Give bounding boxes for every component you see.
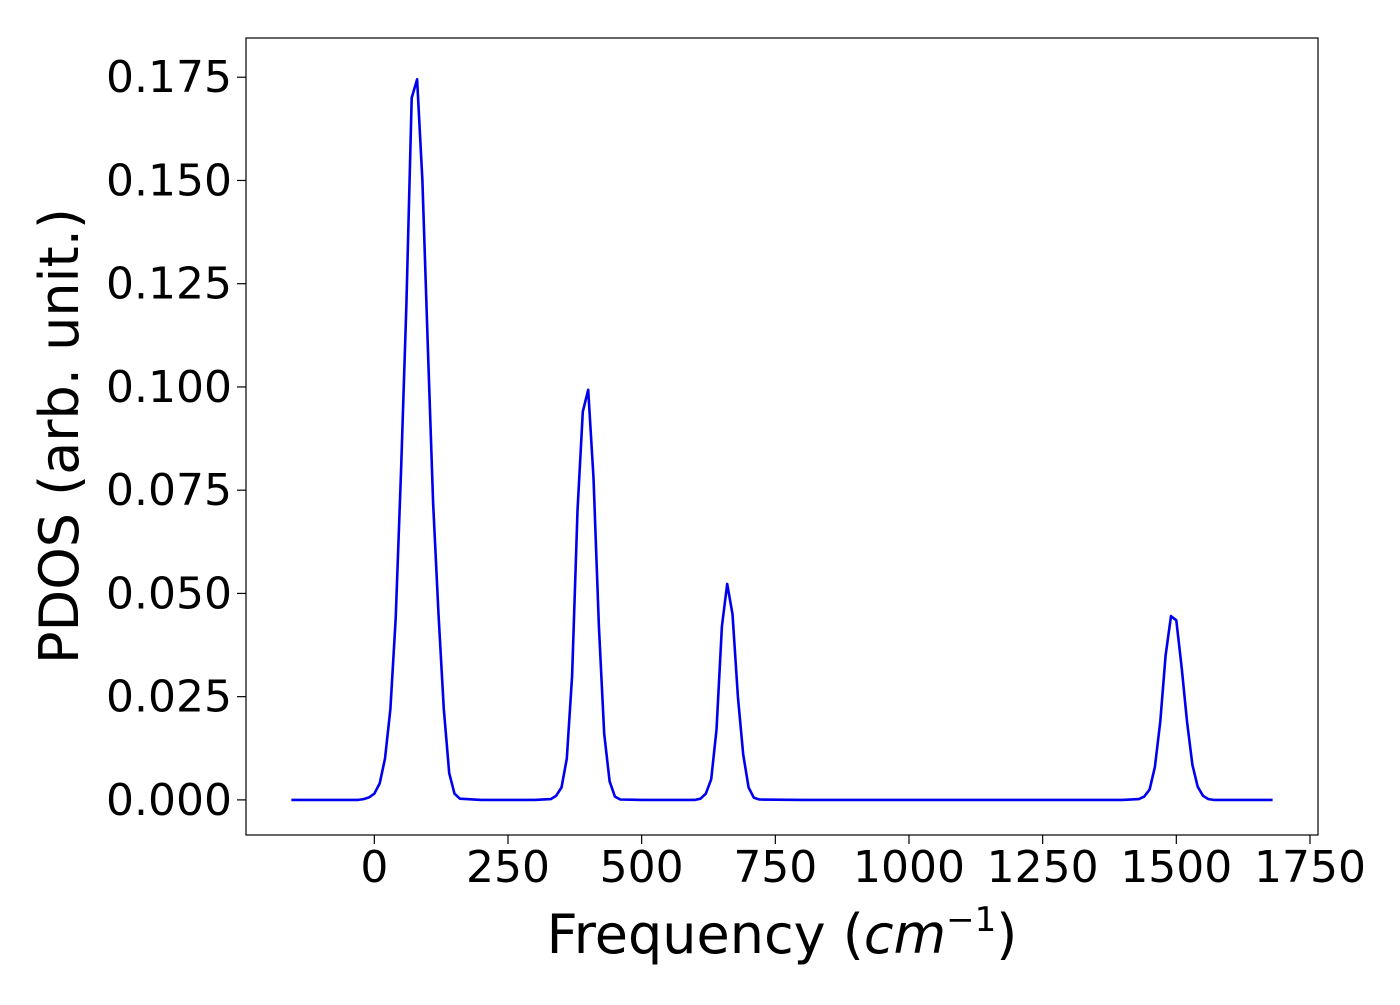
y-tick-label: 0.025 [106,672,232,723]
x-tick-label: 1000 [853,842,965,893]
y-tick-label: 0.100 [106,362,232,413]
y-tick-label: 0.000 [106,775,232,826]
y-tick-label: 0.150 [106,155,232,206]
x-tick-label: 1250 [987,842,1099,893]
y-tick-label: 0.075 [106,465,232,516]
x-tick-label: 250 [466,842,550,893]
plot-frame [245,37,1319,836]
x-axis-label: Frequency (cm−1) [547,900,1018,966]
plot-area [246,38,1318,835]
x-tick-label: 1500 [1120,842,1232,893]
y-axis-label: PDOS (arb. unit.) [28,208,91,664]
y-tick-label: 0.175 [106,52,232,103]
y-tick-label: 0.125 [106,259,232,310]
y-tick-label: 0.050 [106,568,232,619]
x-tick-label: 750 [733,842,817,893]
series-line-0 [291,78,1273,802]
x-tick-label: 1750 [1254,842,1366,893]
x-tick-label: 0 [360,842,388,893]
y-axis-ticks: 0.000 0.025 0.050 0.075 0.100 0.125 0.150 0.175 [106,52,246,826]
series-group [291,78,1273,802]
x-axis-ticks: 0 250 500 750 1000 1250 1500 1750 [360,835,1366,893]
x-tick-label: 500 [600,842,684,893]
